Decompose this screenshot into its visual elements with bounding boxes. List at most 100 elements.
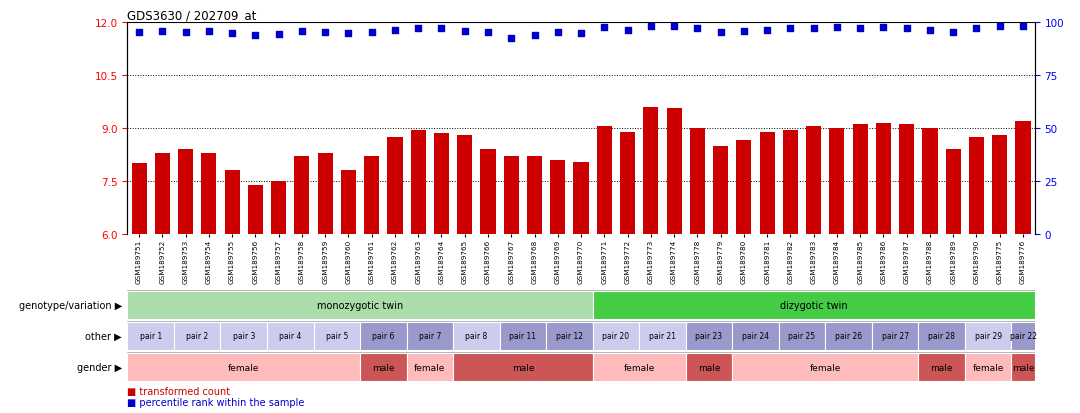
Bar [737,141,752,235]
Text: pair 22: pair 22 [1010,332,1037,341]
Bar [527,157,542,235]
Bar [454,322,500,351]
Point [689,26,706,32]
Bar [220,322,267,351]
Point [549,29,566,36]
Text: pair 28: pair 28 [928,332,955,341]
Bar [406,322,454,351]
Text: pair 11: pair 11 [510,332,537,341]
Text: pair 6: pair 6 [373,332,394,341]
Text: pair 25: pair 25 [788,332,815,341]
Point [851,26,868,32]
Bar [434,134,449,235]
Point [340,31,357,37]
Point [294,28,311,35]
Text: monozygotic twin: monozygotic twin [316,300,403,310]
Bar [271,182,286,235]
Text: GDS3630 / 202709_at: GDS3630 / 202709_at [126,9,256,21]
Text: male: male [930,363,953,372]
Text: male: male [698,363,720,372]
Text: pair 1: pair 1 [139,332,162,341]
Bar [225,171,240,235]
Point [875,25,892,31]
Bar [964,353,1011,382]
Text: female: female [972,363,1003,372]
Point [1014,24,1031,30]
Point [828,25,846,31]
Point [456,28,473,35]
Text: pair 12: pair 12 [556,332,583,341]
Bar [457,136,472,235]
Bar [1015,121,1030,235]
Point [945,29,962,36]
Bar [127,291,593,320]
Bar [918,322,964,351]
Point [619,27,636,34]
Point [270,32,287,38]
Bar [178,150,193,235]
Text: ■ transformed count: ■ transformed count [127,386,230,396]
Text: male: male [512,363,535,372]
Text: pair 23: pair 23 [696,332,723,341]
Bar [732,322,779,351]
Bar [341,171,356,235]
Text: pair 24: pair 24 [742,332,769,341]
Bar [127,353,360,382]
Point [735,28,753,35]
Point [899,26,916,32]
Text: pair 2: pair 2 [186,332,208,341]
Bar [406,353,454,382]
Bar [644,107,659,235]
Bar [759,132,774,235]
Bar [364,157,379,235]
Text: ■ percentile rank within the sample: ■ percentile rank within the sample [127,397,305,407]
Bar [918,353,964,382]
Point [502,35,519,42]
Bar [318,153,333,235]
Text: female: female [414,363,446,372]
Point [782,26,799,32]
Point [712,29,729,36]
Text: pair 5: pair 5 [325,332,348,341]
Bar [969,138,984,235]
Text: gender ▶: gender ▶ [77,362,122,372]
Text: female: female [623,363,654,372]
Text: pair 8: pair 8 [465,332,487,341]
Bar [546,322,593,351]
Bar [360,322,406,351]
Point [131,30,148,37]
Bar [267,322,313,351]
Bar [876,123,891,235]
Bar [922,129,937,235]
Bar [360,353,406,382]
Text: dizygotic twin: dizygotic twin [780,300,848,310]
Point [177,29,194,36]
Bar [825,322,872,351]
Bar [500,322,546,351]
Text: female: female [810,363,841,372]
Point [643,24,660,30]
Bar [620,132,635,235]
Bar [481,150,496,235]
Point [409,26,427,32]
Text: pair 29: pair 29 [974,332,1001,341]
Bar [550,160,565,235]
Point [596,25,613,31]
Bar [313,322,360,351]
Text: pair 3: pair 3 [232,332,255,341]
Bar [503,157,518,235]
Bar [1011,353,1035,382]
Bar [295,157,310,235]
Bar [597,127,612,235]
Text: male: male [1012,363,1035,372]
Text: pair 4: pair 4 [279,332,301,341]
Bar [247,185,262,235]
Bar [639,322,686,351]
Bar [900,125,915,235]
Bar [964,322,1011,351]
Bar [783,131,798,235]
Bar [154,153,170,235]
Bar [852,125,867,235]
Bar [174,322,220,351]
Bar [593,353,686,382]
